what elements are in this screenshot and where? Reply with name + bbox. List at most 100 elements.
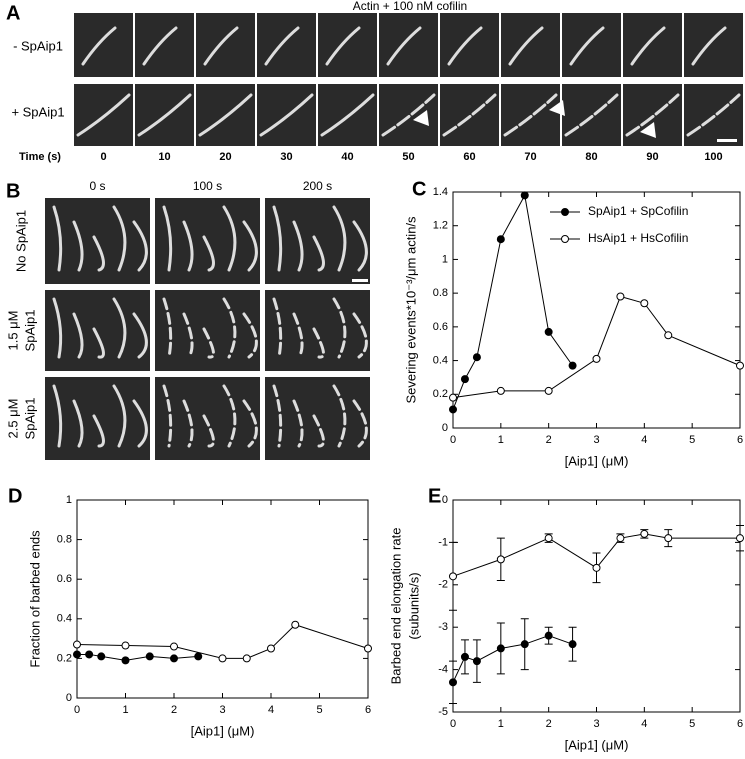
- filament: [112, 205, 127, 272]
- x-tick-label: 3: [593, 434, 599, 446]
- x-tick-label: 5: [316, 704, 322, 716]
- data-point: [472, 657, 481, 666]
- filament: [132, 312, 148, 359]
- x-tick-label: 4: [268, 704, 274, 716]
- data-point: [568, 640, 577, 649]
- y-tick-label: 0.4: [57, 613, 72, 625]
- data-point: [449, 678, 457, 687]
- y-axis-label-group: Fraction of barbed ends: [27, 530, 42, 668]
- filament: [162, 297, 173, 359]
- filament: [142, 26, 178, 66]
- time-value: 70: [524, 151, 536, 163]
- y-tick-label: 1: [442, 253, 448, 265]
- row-label: No SpAip1: [13, 210, 28, 272]
- row-label-group: 2.5 μM SpAip1: [5, 398, 37, 440]
- panel-letter: C: [412, 178, 426, 200]
- scale-bar: [352, 279, 368, 282]
- data-point: [544, 327, 553, 336]
- y-tick-label: 1: [66, 494, 72, 506]
- micrograph: [316, 11, 379, 79]
- y-axis-label: Severing events*10⁻³/μm actin/s: [403, 216, 418, 404]
- filament: [92, 235, 105, 272]
- x-tick-label: 1: [498, 718, 504, 730]
- filament: [72, 399, 84, 448]
- data-point: [449, 405, 457, 414]
- x-tick-label: 6: [737, 718, 743, 730]
- y-tick-label: 1.2: [433, 220, 448, 232]
- data-point: [364, 644, 372, 653]
- y-tick-label: 0: [442, 494, 448, 506]
- micrograph: [255, 11, 318, 79]
- filament: [503, 93, 558, 137]
- data-point: [97, 652, 106, 661]
- data-point: [170, 654, 178, 663]
- time-value: 60: [463, 151, 475, 163]
- panel-title: Actin + 100 nM cofilin: [353, 0, 467, 13]
- x-tick-label: 2: [546, 434, 552, 446]
- filament: [112, 384, 127, 448]
- filament: [81, 26, 117, 66]
- y-tick-label: 0.4: [433, 354, 448, 366]
- filament: [202, 235, 215, 272]
- row-label: SpAip1: [22, 398, 37, 440]
- data-point: [73, 640, 81, 649]
- x-tick-label: 3: [593, 718, 599, 730]
- data-point: [664, 534, 673, 543]
- panel-letter: B: [6, 180, 20, 202]
- y-tick-label: 1.4: [433, 186, 448, 198]
- filament: [332, 205, 347, 272]
- data-point: [85, 650, 94, 659]
- legend-label: HsAip1 + HsCofilin: [588, 231, 688, 245]
- data-point: [616, 292, 625, 301]
- y-axis-label-group: Barbed end elongation rate (subunits/s): [388, 528, 421, 685]
- filament: [386, 26, 422, 66]
- data-point: [121, 656, 130, 665]
- x-tick-label: 0: [74, 704, 80, 716]
- time-value: 40: [341, 151, 353, 163]
- series-line: [452, 635, 573, 683]
- filament: [222, 297, 237, 359]
- filament: [76, 93, 131, 137]
- filament: [203, 26, 239, 66]
- panel-letter: E: [428, 485, 441, 507]
- data-point: [544, 386, 553, 395]
- micrograph: [682, 82, 745, 148]
- time-value: 100: [704, 151, 722, 163]
- data-point: [736, 361, 744, 370]
- time-value: 10: [158, 151, 170, 163]
- plot-frame: [452, 499, 741, 713]
- filament: [272, 297, 283, 359]
- data-point: [544, 534, 553, 543]
- data-point: [496, 386, 505, 395]
- data-point: [736, 534, 744, 543]
- filament: [564, 93, 619, 137]
- filament: [52, 205, 63, 272]
- data-point: [460, 375, 469, 384]
- y-axis-label-group: Severing events*10⁻³/μm actin/s: [403, 216, 418, 404]
- micrograph: [499, 11, 562, 79]
- legend-label: SpAip1 + SpCofilin: [588, 204, 688, 218]
- data-point: [664, 331, 673, 340]
- y-tick-label: 0.2: [433, 388, 448, 400]
- data-point: [544, 631, 553, 640]
- filament: [112, 297, 127, 359]
- y-tick-label: 0.8: [433, 287, 448, 299]
- time-label: Time (s): [19, 151, 61, 163]
- time-value: 50: [402, 151, 414, 163]
- time-value: 20: [219, 151, 231, 163]
- filament: [312, 327, 325, 359]
- row-label: + SpAip1: [11, 104, 64, 119]
- filament: [162, 384, 173, 448]
- arrowhead: [549, 100, 565, 116]
- micrograph: [72, 11, 135, 79]
- y-axis-label: (subunits/s): [406, 572, 421, 639]
- filament: [52, 384, 63, 448]
- data-point: [145, 652, 154, 661]
- y-tick-label: 0.2: [57, 652, 72, 664]
- filament: [352, 399, 368, 448]
- y-tick-label: 0.8: [57, 534, 72, 546]
- x-tick-label: 3: [219, 704, 225, 716]
- filament: [222, 205, 237, 272]
- series-line: [77, 653, 199, 661]
